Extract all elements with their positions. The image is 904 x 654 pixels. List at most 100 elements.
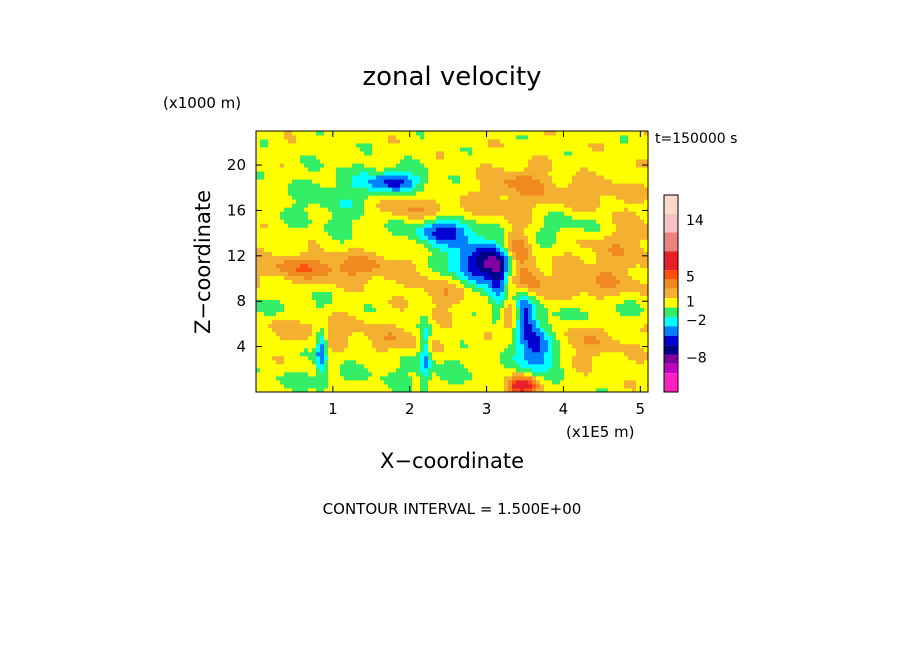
heatmap-cell <box>296 135 301 140</box>
heatmap-cell <box>552 351 557 357</box>
heatmap-cell <box>468 231 473 236</box>
heatmap-cell <box>268 235 273 240</box>
heatmap-cell <box>416 351 421 357</box>
heatmap-cell <box>524 287 529 293</box>
heatmap-cell <box>332 207 337 212</box>
heatmap-cell <box>376 219 381 224</box>
heatmap-cell <box>464 223 469 228</box>
heatmap-cell <box>492 339 497 345</box>
heatmap-cell <box>396 355 401 361</box>
heatmap-cell <box>304 207 309 212</box>
heatmap-cell <box>392 303 397 309</box>
heatmap-cell <box>364 355 369 361</box>
heatmap-cell <box>432 247 437 252</box>
heatmap-cell <box>380 167 385 172</box>
heatmap-cell <box>376 223 381 228</box>
heatmap-cell <box>288 235 293 240</box>
heatmap-cell <box>444 311 449 317</box>
heatmap-cell <box>360 191 365 196</box>
heatmap-cell <box>504 171 509 176</box>
heatmap-cell <box>376 263 381 268</box>
heatmap-cell <box>500 203 505 208</box>
heatmap-cell <box>416 247 421 252</box>
heatmap-cell <box>372 323 377 329</box>
heatmap-cell <box>304 239 309 244</box>
heatmap-cell <box>504 371 509 377</box>
heatmap-cell <box>316 139 321 144</box>
heatmap-cell <box>532 195 537 200</box>
heatmap-cell <box>464 159 469 164</box>
heatmap-cell <box>292 231 297 236</box>
heatmap-cell <box>384 379 389 385</box>
heatmap-cell <box>336 351 341 357</box>
heatmap-cell <box>452 311 457 317</box>
heatmap-cell <box>544 219 549 224</box>
heatmap-cell <box>484 163 489 168</box>
heatmap-cell <box>492 267 497 272</box>
heatmap-cell <box>396 307 401 313</box>
heatmap-cell <box>468 283 473 288</box>
heatmap-cell <box>552 287 557 293</box>
heatmap-cell <box>256 207 261 212</box>
heatmap-cell <box>480 283 485 288</box>
heatmap-cell <box>276 275 281 280</box>
heatmap-cell <box>548 351 553 357</box>
heatmap-cell <box>500 135 505 140</box>
heatmap-cell <box>488 207 493 212</box>
heatmap-cell <box>500 227 505 232</box>
heatmap-cell <box>468 319 473 325</box>
heatmap-cell <box>524 355 529 361</box>
heatmap-cell <box>388 183 393 188</box>
heatmap-cell <box>380 267 385 272</box>
heatmap-cell <box>296 247 301 252</box>
heatmap-cell <box>260 295 265 301</box>
heatmap-cell <box>372 223 377 228</box>
heatmap-cell <box>452 371 457 377</box>
heatmap-cell <box>264 271 269 276</box>
heatmap-cell <box>424 163 429 168</box>
heatmap-cell <box>328 191 333 196</box>
heatmap-cell <box>316 183 321 188</box>
heatmap-cell <box>384 271 389 276</box>
heatmap-cell <box>400 323 405 329</box>
heatmap-cell <box>288 175 293 180</box>
heatmap-cell <box>552 363 557 369</box>
heatmap-cell <box>368 195 373 200</box>
heatmap-cell <box>516 263 521 268</box>
heatmap-cell <box>560 347 565 353</box>
heatmap-cell <box>548 195 553 200</box>
heatmap-cell <box>548 239 553 244</box>
heatmap-cell <box>260 139 265 144</box>
heatmap-cell <box>408 147 413 152</box>
heatmap-cell <box>392 187 397 192</box>
heatmap-cell <box>380 163 385 168</box>
heatmap-cell <box>468 255 473 260</box>
heatmap-cell <box>396 379 401 385</box>
heatmap-cell <box>468 327 473 333</box>
heatmap-cell <box>460 271 465 276</box>
heatmap-cell <box>260 371 265 377</box>
heatmap-cell <box>316 191 321 196</box>
heatmap-cell <box>392 267 397 272</box>
heatmap-cell <box>552 183 557 188</box>
heatmap-cell <box>300 135 305 140</box>
heatmap-cell <box>480 315 485 321</box>
heatmap-cell <box>260 171 265 176</box>
heatmap-cell <box>272 239 277 244</box>
heatmap-cell <box>256 267 261 272</box>
heatmap-cell <box>464 299 469 305</box>
heatmap-cell <box>520 159 525 164</box>
heatmap-cell <box>532 339 537 345</box>
heatmap-cell <box>300 203 305 208</box>
heatmap-cell <box>480 323 485 329</box>
heatmap-cell <box>360 243 365 248</box>
heatmap-cell <box>508 275 513 280</box>
heatmap-cell <box>256 179 261 184</box>
heatmap-cell <box>464 275 469 280</box>
heatmap-cell <box>320 247 325 252</box>
heatmap-cell <box>340 219 345 224</box>
heatmap-cell <box>372 287 377 293</box>
heatmap-cell <box>488 251 493 256</box>
heatmap-cell <box>480 295 485 301</box>
heatmap-cell <box>532 171 537 176</box>
